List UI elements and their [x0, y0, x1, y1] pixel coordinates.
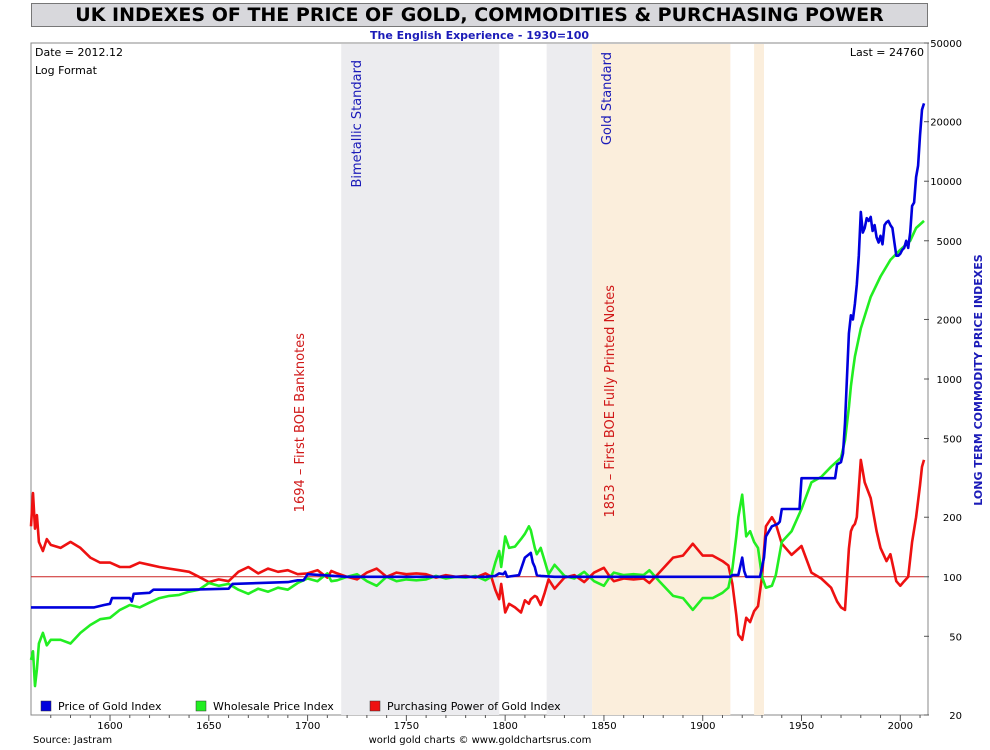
y-tick-label: 500: [943, 435, 962, 446]
legend-swatch-purchasing: [369, 700, 381, 712]
y-tick-label: 1000: [937, 375, 962, 386]
chart-title: UK INDEXES OF THE PRICE OF GOLD, COMMODI…: [31, 3, 928, 27]
y-tick-label: 50: [949, 632, 962, 643]
annotation-2: 1694 – First BOE Banknotes: [293, 333, 308, 513]
x-tick-label: 1600: [97, 721, 122, 732]
x-tick-label: 1700: [295, 721, 320, 732]
y-axis-label: LONG TERM COMMODITY PRICE INDEXES: [972, 254, 985, 505]
series-line-1: [29, 219, 925, 688]
y-axis: 20 50 100 200 500 1000 2000 5000 10000 20000 50000: [924, 39, 962, 722]
shaded-period-2: [592, 44, 731, 715]
x-tick-label: 1850: [591, 721, 616, 732]
x-tick-label: 2000: [888, 721, 913, 732]
x-tick-label: 1900: [690, 721, 715, 732]
legend-swatch-gold: [40, 700, 52, 712]
y-tick-label: 20000: [930, 118, 962, 129]
series-line-2: [29, 458, 926, 642]
legend-label-gold: Price of Gold Index: [58, 700, 162, 713]
annotation-1: Gold Standard: [600, 52, 615, 145]
legend-label-purchasing: Purchasing Power of Gold Index: [387, 700, 561, 713]
annotation-0: Bimetallic Standard: [350, 60, 365, 188]
shaded-periods: [341, 44, 764, 715]
legend-swatch-wholesale: [195, 700, 207, 712]
legend-label-wholesale: Wholesale Price Index: [213, 700, 334, 713]
format-label: Log Format: [35, 64, 98, 77]
legend: Price of Gold Index Wholesale Price Inde…: [40, 700, 561, 713]
x-tick-label: 1750: [394, 721, 419, 732]
series-line-0: [31, 103, 926, 609]
source-label: Source: Jastram: [33, 735, 112, 746]
date-label: Date = 2012.12: [35, 46, 123, 59]
series-lines: [29, 103, 926, 688]
y-tick-label: 200: [943, 513, 962, 524]
y-tick-label: 50000: [930, 39, 962, 50]
shaded-period-0: [341, 44, 500, 715]
y-tick-label: 5000: [937, 237, 962, 248]
y-tick-label: 10000: [930, 177, 962, 188]
x-axis: 1600 1650 1700 1750 1800 1850 1900 1950 2000: [50, 715, 921, 732]
y-tick-label: 20: [949, 711, 962, 722]
annotations: Bimetallic Standard Gold Standard 1694 – F…: [293, 52, 618, 518]
y-tick-label: 2000: [937, 315, 962, 326]
x-tick-label: 1800: [492, 721, 517, 732]
annotation-3: 1853 – First BOE Fully Printed Notes: [603, 285, 618, 518]
credit-label: world gold charts © www.goldchartsrus.co…: [369, 735, 592, 746]
y-tick-label: 100: [943, 573, 962, 584]
last-value-label: Last = 24760: [850, 46, 924, 59]
x-tick-label: 1650: [196, 721, 221, 732]
shaded-period-1: [546, 44, 593, 715]
shaded-period-3: [754, 44, 764, 715]
x-tick-label: 1950: [789, 721, 814, 732]
chart-subtitle: The English Experience - 1930=100: [369, 29, 590, 42]
